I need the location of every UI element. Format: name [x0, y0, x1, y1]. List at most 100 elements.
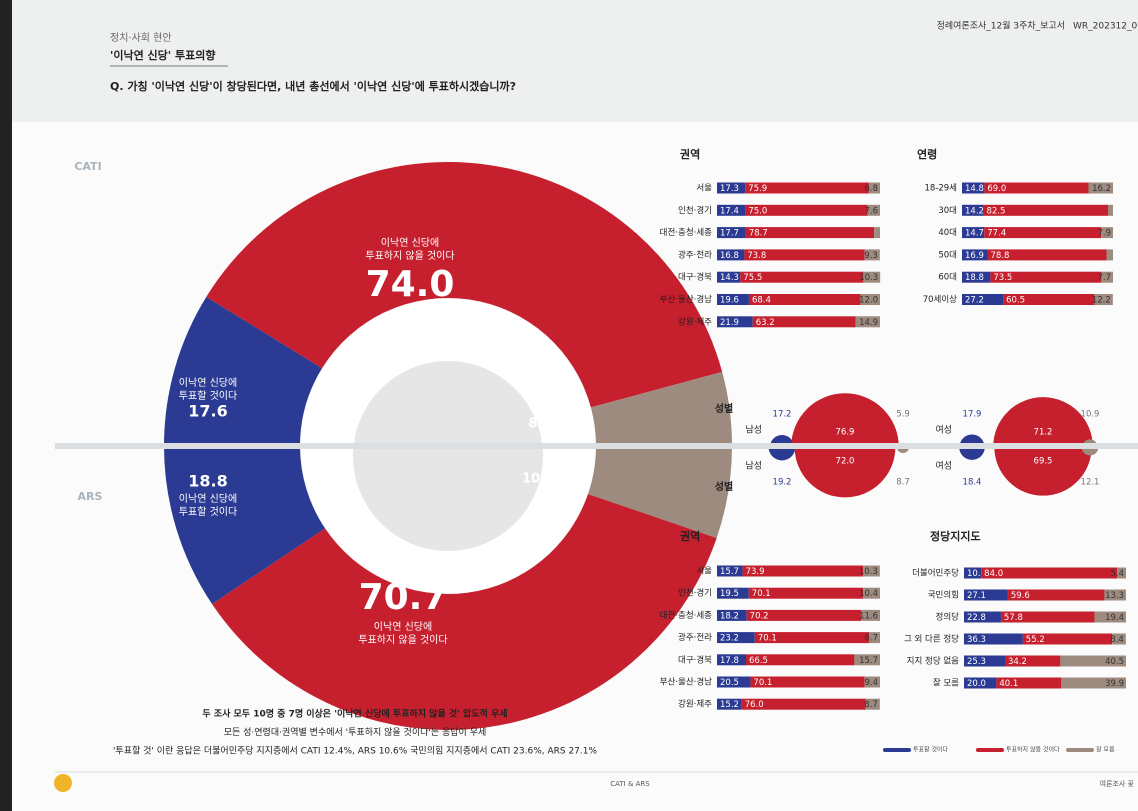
category-label: 50대	[938, 250, 957, 260]
category-label: 국민의힘	[928, 590, 959, 601]
bar-segment	[717, 249, 745, 261]
donut-segment	[590, 371, 732, 446]
category-label: 광주·전라	[678, 249, 712, 260]
value-label: 39.9	[1105, 679, 1124, 689]
bar-segment	[1060, 655, 1126, 667]
value-label: 19.6	[720, 296, 739, 306]
value-label: 6.8	[864, 184, 878, 194]
cati-label: CATI	[74, 160, 101, 173]
bar-segment	[746, 609, 862, 621]
legend-label: 투표할 것이다	[913, 746, 949, 754]
bar-segment	[717, 227, 746, 239]
value-label: 12.0	[859, 296, 878, 306]
donut-value: 18.8	[188, 472, 227, 491]
bubble-value: 71.2	[1034, 428, 1053, 438]
donut-segment	[164, 446, 326, 605]
bubble-half	[993, 397, 1093, 447]
category-label: 30대	[938, 206, 957, 216]
bar-segment	[962, 271, 991, 283]
bar-segment	[964, 567, 982, 579]
value-label: 12.2	[1092, 296, 1111, 306]
donut-segment	[212, 493, 717, 730]
bar-segment	[745, 204, 868, 216]
value-label: 84.0	[984, 569, 1003, 579]
value-label: 19.5	[720, 589, 739, 599]
donut-label: 잘 모름	[558, 418, 589, 430]
value-label: 7.7	[1097, 273, 1111, 283]
value-label: 66.5	[749, 656, 768, 666]
value-label: 21.9	[720, 318, 739, 328]
category-label: 인천·경기	[678, 205, 712, 216]
bar-segment	[864, 676, 880, 688]
donut-label: 이낙연 신당에	[381, 237, 439, 249]
bubble-value: 8.7	[896, 478, 910, 488]
value-label: 20.0	[967, 679, 986, 689]
bar-segment	[741, 698, 866, 710]
value-label: 40.1	[999, 679, 1018, 689]
bar-segment	[962, 294, 1004, 305]
bar-segment	[717, 204, 746, 216]
bar-segment	[717, 676, 751, 688]
value-label: 17.4	[720, 206, 739, 216]
bar-segment	[981, 567, 1118, 579]
donut-segment	[164, 296, 323, 446]
bar-segment	[1117, 567, 1126, 579]
bar-segment	[744, 249, 865, 261]
bar-segment	[1101, 271, 1113, 283]
value-label: 9.3	[864, 251, 878, 261]
bubble-value: 69.5	[1034, 457, 1053, 467]
bar-segment	[1007, 589, 1105, 601]
value-label: 68.4	[752, 296, 771, 306]
bubble-value: 17.9	[963, 410, 982, 420]
bubble-half	[1081, 447, 1099, 456]
value-label: 5.4	[1110, 569, 1124, 579]
bar-segment	[962, 182, 985, 194]
bar-segment	[874, 227, 880, 239]
value-label: 82.5	[986, 206, 1005, 216]
bar-segment	[1101, 227, 1113, 239]
bar-segment	[1094, 294, 1113, 305]
donut-value: 70.7	[359, 577, 448, 618]
category-label: 40대	[938, 228, 957, 238]
donut-value: 10.4	[522, 472, 554, 487]
category-label: 강원·제주	[678, 316, 712, 327]
value-label: 17.8	[720, 656, 739, 666]
bubble-half	[794, 447, 896, 498]
category-label: 잘 모름	[933, 678, 959, 689]
question: Q. 가칭 '이낙연 신당'이 창당된다면, 내년 총선에서 '이낙연 신당'에…	[110, 79, 516, 93]
value-label: 77.4	[987, 229, 1006, 239]
value-label: 9.4	[864, 678, 878, 688]
chart-title: 연령	[917, 147, 937, 161]
ars-label: ARS	[78, 490, 103, 503]
value-label: 22.8	[967, 613, 986, 623]
value-label: 10.3	[859, 567, 878, 577]
chart-title: 성별	[715, 402, 733, 415]
donut-label: 투표할 것이다	[179, 390, 237, 402]
donut-segment	[588, 446, 732, 538]
group-label: 여성	[935, 424, 952, 436]
value-label: 73.5	[993, 273, 1012, 283]
category-label: 부산·울산·경남	[660, 677, 713, 688]
bar-segment	[1094, 611, 1126, 623]
bar-segment	[740, 271, 864, 283]
value-label: 18.2	[720, 611, 739, 621]
group-label: 남성	[745, 461, 762, 472]
value-label: 14.9	[859, 318, 878, 328]
legend-label: 투표하지 않을 것이다	[1006, 746, 1060, 754]
title: '이낙연 신당' 투표의향	[110, 48, 215, 62]
bar-segment	[745, 227, 875, 239]
bar-segment	[863, 565, 880, 577]
bar-segment	[996, 677, 1062, 689]
value-label: 70.1	[758, 634, 777, 644]
value-label: 75.5	[743, 273, 762, 283]
donut-segment	[206, 161, 723, 408]
bar-segment	[717, 316, 753, 328]
bubble-value: 72.0	[836, 457, 855, 467]
value-label: 18.8	[965, 273, 984, 283]
bar-segment	[869, 632, 880, 644]
bar-segment	[1004, 655, 1061, 667]
value-label: 36.3	[967, 635, 986, 645]
value-label: 8.4	[1110, 635, 1124, 645]
bar-segment	[717, 654, 747, 666]
donut-label: 이낙연 신당에	[179, 493, 237, 505]
